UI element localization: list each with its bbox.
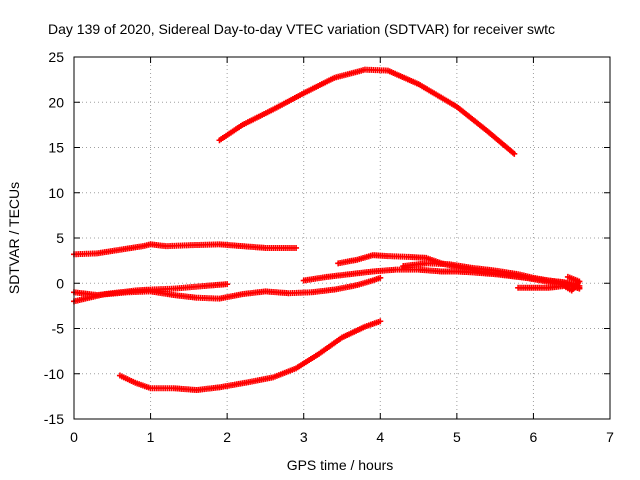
data-series-arc-9 (515, 273, 583, 294)
data-series-arc-1 (216, 66, 518, 157)
y-tick-label: 10 (48, 185, 64, 201)
x-tick-label: 2 (223, 429, 231, 445)
data-point (293, 244, 300, 251)
y-axis-label: SDTVAR / TECUs (6, 182, 22, 294)
y-tick-label: 20 (48, 94, 64, 110)
x-tick-label: 5 (453, 429, 461, 445)
y-tick-label: 15 (48, 140, 64, 156)
data-point (564, 273, 571, 280)
y-tick-label: -10 (44, 366, 64, 382)
plot-data (71, 66, 583, 394)
x-axis-label: GPS time / hours (287, 457, 394, 473)
data-series-arc-2 (71, 241, 300, 258)
axis-ticks: 0 1 2 3 4 5 6 7 -15 -10 -5 0 5 10 15 20 25 (44, 49, 614, 445)
y-tick-label: 25 (48, 49, 64, 65)
data-point (576, 284, 583, 291)
data-point (377, 274, 384, 281)
data-series-arc-4 (71, 274, 384, 302)
x-tick-label: 1 (147, 429, 155, 445)
data-series-arc-8 (400, 260, 583, 291)
data-series-arc-5 (116, 318, 384, 394)
x-tick-label: 0 (70, 429, 78, 445)
x-tick-label: 7 (606, 429, 614, 445)
data-point (224, 281, 231, 288)
x-tick-label: 4 (376, 429, 384, 445)
data-point (377, 318, 384, 325)
x-tick-label: 6 (530, 429, 538, 445)
y-tick-label: 0 (56, 275, 64, 291)
y-tick-label: 5 (56, 230, 64, 246)
chart-title: Day 139 of 2020, Sidereal Day-to-day VTE… (48, 21, 555, 37)
x-tick-label: 3 (300, 429, 308, 445)
y-tick-label: -5 (52, 321, 65, 337)
data-point (511, 150, 518, 157)
y-tick-label: -15 (44, 411, 64, 427)
gridlines (74, 57, 610, 419)
